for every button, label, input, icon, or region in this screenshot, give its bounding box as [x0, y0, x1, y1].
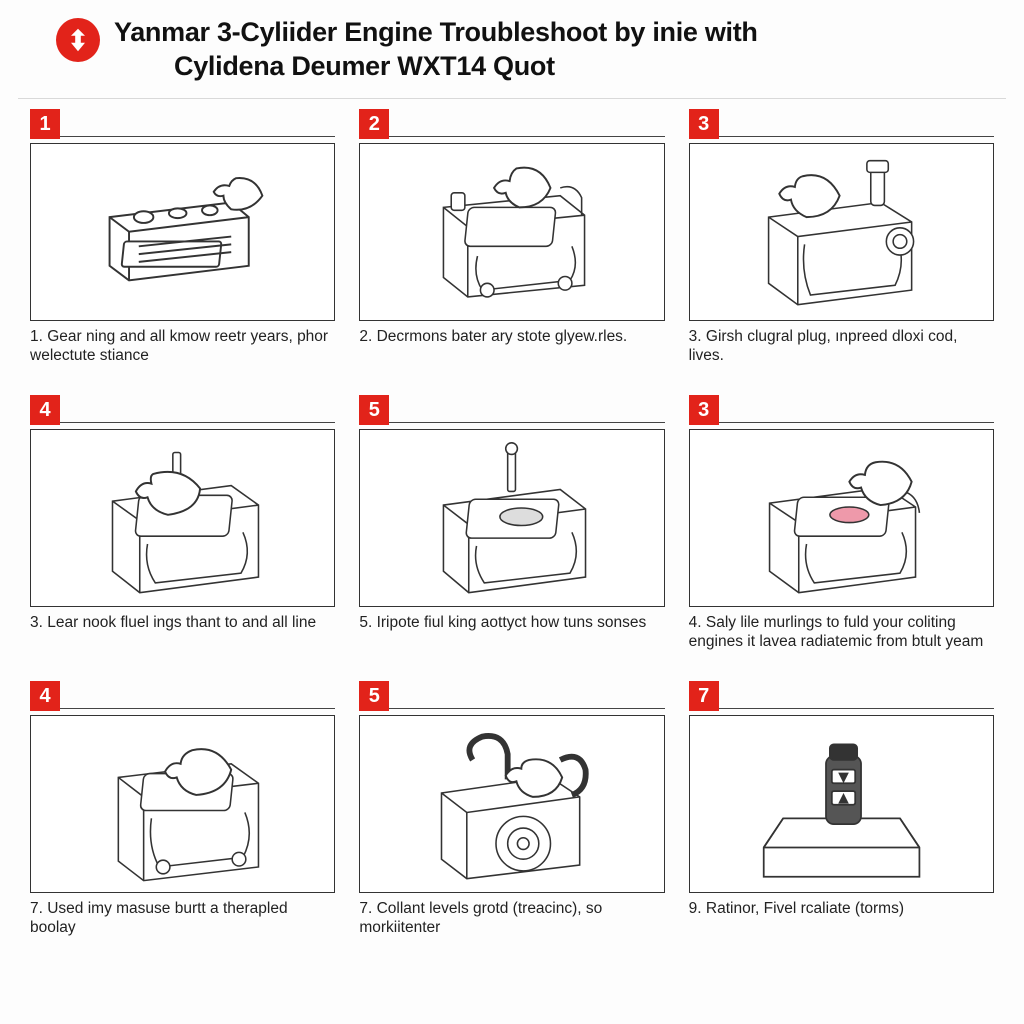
page-title: Yanmar 3-Cyliider Engine Troubleshoot by…: [114, 16, 1006, 84]
caption-number: 3.: [30, 614, 47, 631]
step-number-badge: 4: [30, 395, 60, 425]
step-number-badge: 3: [689, 395, 719, 425]
step-cell: 2 2. Decrmons bater ary stote glyew.rles…: [359, 109, 664, 383]
engine-plug-icon: [689, 143, 994, 321]
step-caption: 5. Iripote fiul king aottyct how tuns so…: [359, 613, 664, 669]
caption-number: 2.: [359, 328, 376, 345]
engine-top-knob-icon: [359, 429, 664, 607]
engine-hand-flat-icon: [30, 429, 335, 607]
caption-number: 7.: [359, 900, 376, 917]
caption-text: Iripote fiul king aottyct how tuns sonse…: [377, 614, 647, 631]
step-badge-row: 5: [359, 681, 664, 711]
badge-underline: [389, 422, 664, 423]
valve-cover-icon: [30, 143, 335, 321]
badge-underline: [389, 136, 664, 137]
badge-underline: [60, 136, 335, 137]
step-number-badge: 5: [359, 681, 389, 711]
step-number-badge: 1: [30, 109, 60, 139]
engine-hose-icon: [359, 715, 664, 893]
title-line-2: Cylidena Deumer WXT14 Quot: [114, 50, 1006, 84]
step-caption: 7. Collant levels grotd (treacinc), so m…: [359, 899, 664, 955]
step-number-badge: 3: [689, 109, 719, 139]
step-caption: 2. Decrmons bater ary stote glyew.rles.: [359, 327, 664, 383]
caption-number: 7.: [30, 900, 47, 917]
caption-text: Gear ning and all kmow reetr years, phor…: [30, 328, 328, 365]
badge-underline: [60, 708, 335, 709]
step-caption: 7. Used imy masuse burtt a therapled boo…: [30, 899, 335, 955]
header-divider: [18, 98, 1006, 99]
step-number-badge: 2: [359, 109, 389, 139]
step-cell: 4 7. Used imy masuse burtt a therapled b…: [30, 681, 335, 955]
step-badge-row: 7: [689, 681, 994, 711]
step-number-badge: 4: [30, 681, 60, 711]
step-caption: 1. Gear ning and all kmow reetr years, p…: [30, 327, 335, 383]
header: Yanmar 3-Cyliider Engine Troubleshoot by…: [18, 12, 1006, 94]
title-line-1: Yanmar 3-Cyliider Engine Troubleshoot by…: [114, 17, 758, 47]
caption-text: Ratinor, Fivel rcaliate (torms): [706, 900, 904, 917]
step-badge-row: 5: [359, 395, 664, 425]
caption-text: Collant levels grotd (treacinc), so mork…: [359, 900, 602, 937]
step-cell: 4 3. Lear nook fluel ings thant to and a…: [30, 395, 335, 669]
badge-underline: [719, 422, 994, 423]
caption-text: Saly lile murlings to fuld your coliting…: [689, 614, 984, 651]
brand-logo-icon: [56, 18, 100, 62]
canister-icon: [689, 715, 994, 893]
caption-text: Girsh clugral plug, ınpreed dloxi cod, l…: [689, 328, 958, 365]
step-badge-row: 4: [30, 395, 335, 425]
step-caption: 3. Lear nook fluel ings thant to and all…: [30, 613, 335, 669]
caption-number: 9.: [689, 900, 706, 917]
step-badge-row: 1: [30, 109, 335, 139]
page: Yanmar 3-Cyliider Engine Troubleshoot by…: [0, 0, 1024, 1024]
step-cell: 7 9. Ratinor, Fivel rcaliate (torms): [689, 681, 994, 955]
caption-text: Decrmons bater ary stote glyew.rles.: [377, 328, 628, 345]
step-cell: 5 5. Iripote fiul king aottyct how tuns …: [359, 395, 664, 669]
steps-grid: 1 1. Gear ning and all kmow reetr years,…: [18, 109, 1006, 955]
engine-hand-side-icon: [689, 429, 994, 607]
caption-text: Used imy masuse burtt a therapled boolay: [30, 900, 288, 937]
step-badge-row: 2: [359, 109, 664, 139]
step-caption: 3. Girsh clugral plug, ınpreed dloxi cod…: [689, 327, 994, 383]
step-number-badge: 5: [359, 395, 389, 425]
badge-underline: [60, 422, 335, 423]
step-caption: 9. Ratinor, Fivel rcaliate (torms): [689, 899, 994, 955]
step-cell: 1 1. Gear ning and all kmow reetr years,…: [30, 109, 335, 383]
step-cell: 5 7. Collant levels grotd (treacinc), so…: [359, 681, 664, 955]
step-cell: 3 4. Saly lile murlings to fuld your col…: [689, 395, 994, 669]
caption-number: 3.: [689, 328, 706, 345]
step-badge-row: 4: [30, 681, 335, 711]
badge-underline: [719, 708, 994, 709]
caption-number: 5.: [359, 614, 376, 631]
caption-number: 1.: [30, 328, 47, 345]
step-badge-row: 3: [689, 395, 994, 425]
engine-hand-top-icon: [359, 143, 664, 321]
step-cell: 3 3. Girsh clugral plug, ınpreed dloxi c…: [689, 109, 994, 383]
engine-hand-front-icon: [30, 715, 335, 893]
step-badge-row: 3: [689, 109, 994, 139]
caption-text: Lear nook fluel ings thant to and all li…: [47, 614, 316, 631]
caption-number: 4.: [689, 614, 706, 631]
badge-underline: [719, 136, 994, 137]
badge-underline: [389, 708, 664, 709]
step-number-badge: 7: [689, 681, 719, 711]
step-caption: 4. Saly lile murlings to fuld your colit…: [689, 613, 994, 669]
